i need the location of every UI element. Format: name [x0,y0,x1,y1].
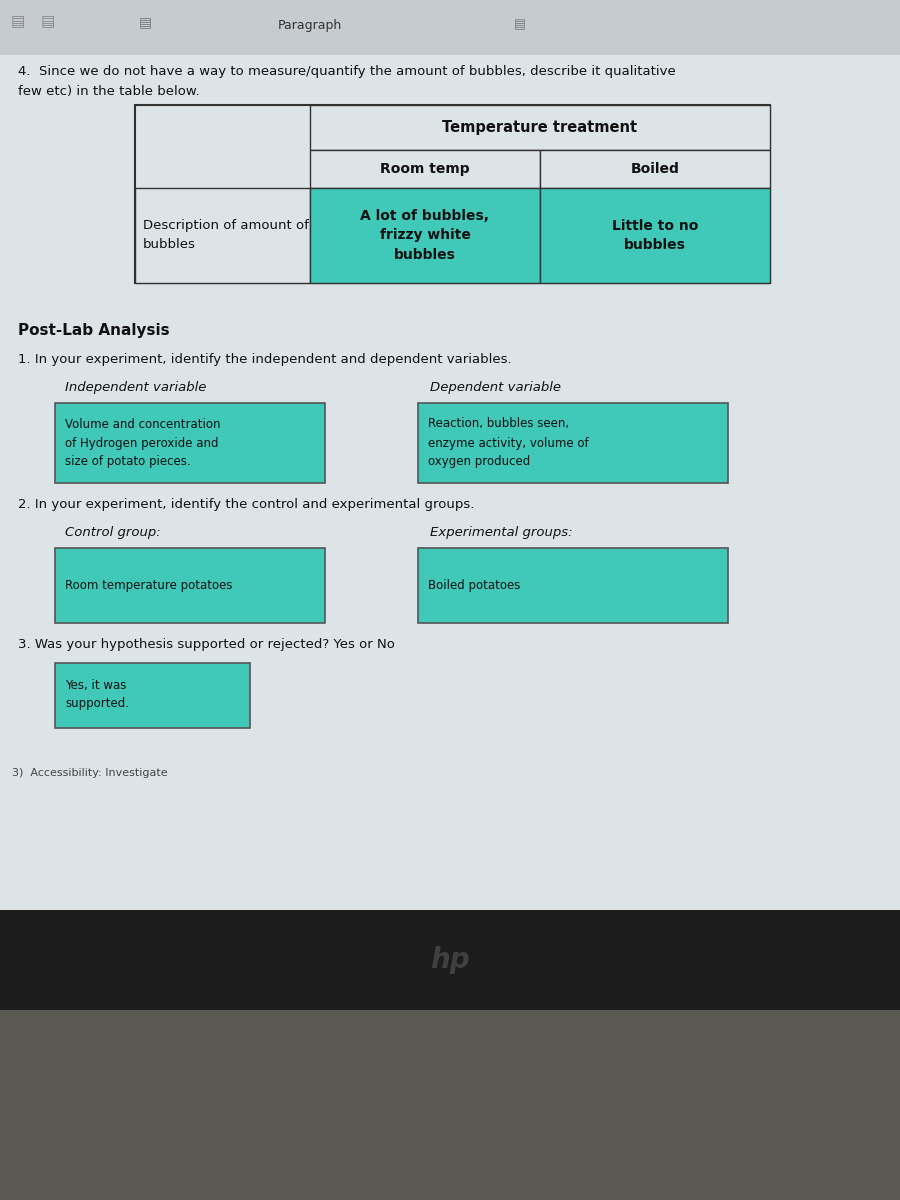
Text: Reaction, bubbles seen,
enzyme activity, volume of
oxygen produced: Reaction, bubbles seen, enzyme activity,… [428,418,589,468]
Bar [55,548,325,623]
Text: 4.  Since we do not have a way to measure/quantify the amount of bubbles, descri: 4. Since we do not have a way to measure… [18,65,676,78]
Text: Post-Lab Analysis: Post-Lab Analysis [18,323,169,338]
Bar [55,403,325,482]
Bar [0,0,900,55]
Text: 3)  Accessibility: Investigate: 3) Accessibility: Investigate [12,768,167,778]
Text: Experimental groups:: Experimental groups: [430,526,572,539]
Text: ▤: ▤ [514,18,526,31]
Bar [135,188,310,283]
Text: Independent variable: Independent variable [65,382,206,394]
Text: Room temperature potatoes: Room temperature potatoes [65,578,232,592]
Bar [310,104,770,150]
Text: A lot of bubbles,
frizzy white
bubbles: A lot of bubbles, frizzy white bubbles [361,209,490,262]
Bar [310,188,540,283]
Bar [55,662,250,728]
Text: Boiled: Boiled [631,162,680,176]
Text: Control group:: Control group: [65,526,161,539]
Text: Paragraph: Paragraph [278,18,342,31]
Text: Description of amount of
bubbles: Description of amount of bubbles [143,220,309,252]
Text: Dependent variable: Dependent variable [430,382,561,394]
Text: Little to no
bubbles: Little to no bubbles [612,218,698,252]
Bar [418,403,728,482]
Text: Boiled potatoes: Boiled potatoes [428,578,520,592]
Bar [540,188,770,283]
Text: ▤: ▤ [11,14,25,30]
Text: hp: hp [430,946,470,974]
Text: ▤: ▤ [40,14,55,30]
Text: 2. In your experiment, identify the control and experimental groups.: 2. In your experiment, identify the cont… [18,498,474,511]
Text: 1. In your experiment, identify the independent and dependent variables.: 1. In your experiment, identify the inde… [18,353,511,366]
Text: Volume and concentration
of Hydrogen peroxide and
size of potato pieces.: Volume and concentration of Hydrogen per… [65,418,220,468]
Bar [418,548,728,623]
Bar [135,104,770,283]
Text: ▤: ▤ [139,14,151,29]
Text: few etc) in the table below.: few etc) in the table below. [18,85,200,98]
Bar [0,0,900,910]
Bar [540,150,770,188]
Bar [0,1000,900,1200]
Text: Yes, it was
supported.: Yes, it was supported. [65,679,129,710]
Bar [310,150,540,188]
Bar [0,900,900,1010]
Text: Temperature treatment: Temperature treatment [443,120,637,134]
Text: 3. Was your hypothesis supported or rejected? Yes or No: 3. Was your hypothesis supported or reje… [18,638,395,650]
Text: Room temp: Room temp [380,162,470,176]
